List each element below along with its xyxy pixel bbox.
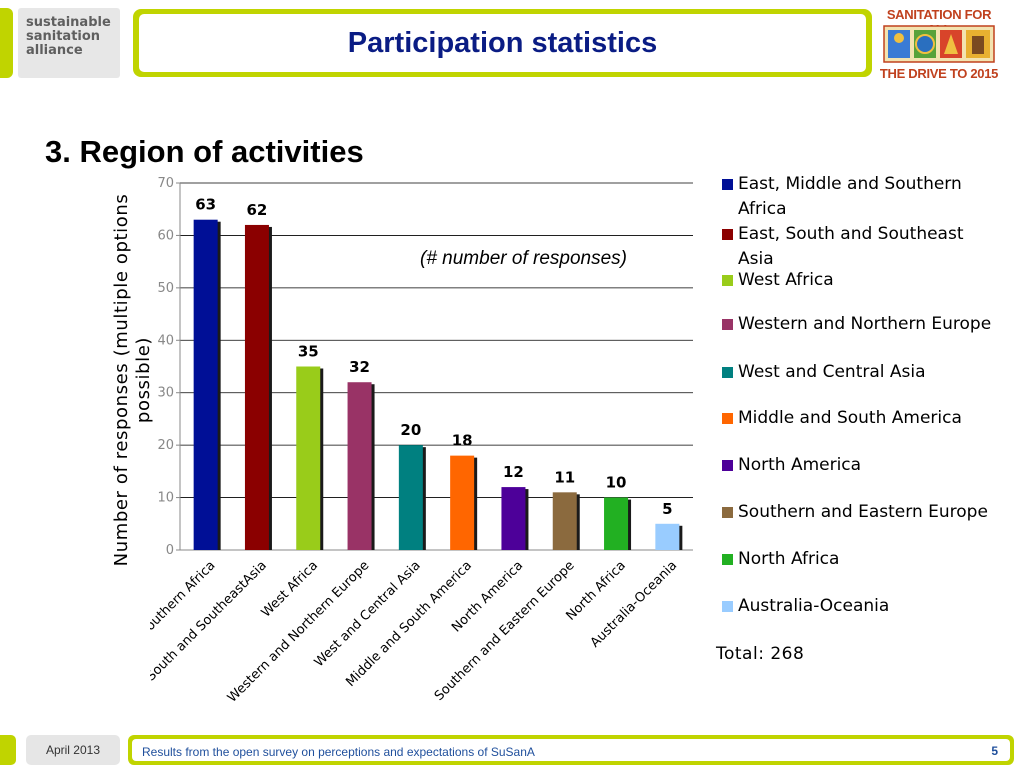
legend-swatch [722, 507, 733, 518]
logo-line-3: alliance [26, 43, 83, 58]
legend-label: East, Middle and Southern Africa [738, 174, 962, 219]
legend-label: North Africa [738, 549, 840, 569]
legend-item: Middle and South America [722, 406, 1002, 431]
legend-label: Australia-Oceania [738, 596, 890, 616]
legend-item: East, Middle and Southern Africa [722, 172, 1002, 222]
y-tick-label: 0 [166, 543, 174, 558]
data-label: 18 [452, 432, 473, 450]
legend-item: North America [722, 453, 1002, 478]
bar [450, 455, 475, 550]
bar-chart: 01020304050607063East, Middle and Southe… [150, 176, 693, 719]
data-label: 5 [662, 500, 672, 518]
bar [604, 497, 629, 550]
footer-accent-strip [0, 735, 16, 765]
legend-swatch [722, 179, 733, 190]
section-heading: 3. Region of activities [45, 134, 364, 169]
legend-item: West Africa [722, 268, 1002, 293]
legend-label: Middle and South America [738, 408, 962, 428]
legend-label: West Africa [738, 270, 834, 290]
logo-right-bottom-text: THE DRIVE TO 2015 [879, 66, 999, 81]
legend-swatch [722, 367, 733, 378]
bar [398, 445, 423, 550]
y-tick-label: 10 [157, 491, 174, 506]
legend-swatch [722, 229, 733, 240]
title-bar: Participation statistics [133, 9, 872, 77]
logo-right-emblem [883, 25, 995, 63]
bar [501, 487, 526, 550]
legend-item: East, South and Southeast Asia [722, 222, 1002, 272]
left-accent-strip [0, 8, 13, 78]
data-label: 10 [606, 474, 627, 492]
y-tick-label: 50 [157, 281, 174, 296]
legend-swatch [722, 601, 733, 612]
legend-label: Southern and Eastern Europe [738, 502, 988, 522]
bar [296, 366, 321, 550]
y-tick-label: 70 [157, 176, 174, 191]
data-label: 11 [554, 468, 575, 486]
legend-label: Western and Northern Europe [738, 314, 992, 334]
legend-item: Southern and Eastern Europe [722, 500, 1002, 525]
legend-swatch [722, 275, 733, 286]
legend-item: Australia-Oceania [722, 594, 1002, 619]
legend-label: East, South and Southeast Asia [738, 224, 964, 269]
legend-swatch [722, 413, 733, 424]
data-label: 20 [400, 421, 421, 439]
data-label: 62 [247, 201, 268, 219]
chart-note: (# number of responses) [420, 248, 627, 269]
data-label: 63 [195, 196, 216, 214]
y-tick-label: 40 [157, 333, 174, 348]
footer-bar: Results from the open survey on percepti… [128, 735, 1014, 765]
bar [552, 492, 577, 550]
x-tick-label: West and Central Asia [312, 558, 424, 670]
footer-text: Results from the open survey on percepti… [142, 745, 535, 759]
total-label: Total: 268 [716, 644, 805, 664]
page-title: Participation statistics [347, 26, 658, 59]
bar [244, 224, 269, 550]
title-bar-inner: Participation statistics [139, 14, 866, 72]
y-axis-label: Number of responses (multiple options po… [111, 193, 154, 567]
legend-label: West and Central Asia [738, 362, 926, 382]
bar [193, 219, 218, 550]
y-tick-label: 30 [157, 386, 174, 401]
page-number: 5 [991, 744, 998, 758]
legend-item: Western and Northern Europe [722, 312, 1002, 337]
logo-line-1: sustainable [26, 15, 111, 30]
legend-item: North Africa [722, 547, 1002, 572]
sanitation-for-all-logo: SANITATION FOR ALL THE DRIVE TO 2015 [877, 5, 1001, 83]
y-tick-label: 20 [157, 438, 174, 453]
footer-date: April 2013 [26, 735, 120, 765]
bar [655, 523, 680, 550]
legend-swatch [722, 554, 733, 565]
y-tick-label: 60 [157, 228, 174, 243]
legend-label: North America [738, 455, 862, 475]
legend-swatch [722, 460, 733, 471]
logo-line-2: sanitation [26, 29, 101, 44]
x-tick-label: Australia-Oceania [588, 558, 680, 650]
susana-logo: sustainable sanitation alliance [18, 8, 120, 78]
legend-swatch [722, 319, 733, 330]
bar [347, 382, 372, 550]
data-label: 12 [503, 463, 524, 481]
data-label: 35 [298, 343, 319, 361]
footer-bar-inner: Results from the open survey on percepti… [132, 739, 1010, 761]
data-label: 32 [349, 358, 370, 376]
legend-item: West and Central Asia [722, 360, 1002, 385]
